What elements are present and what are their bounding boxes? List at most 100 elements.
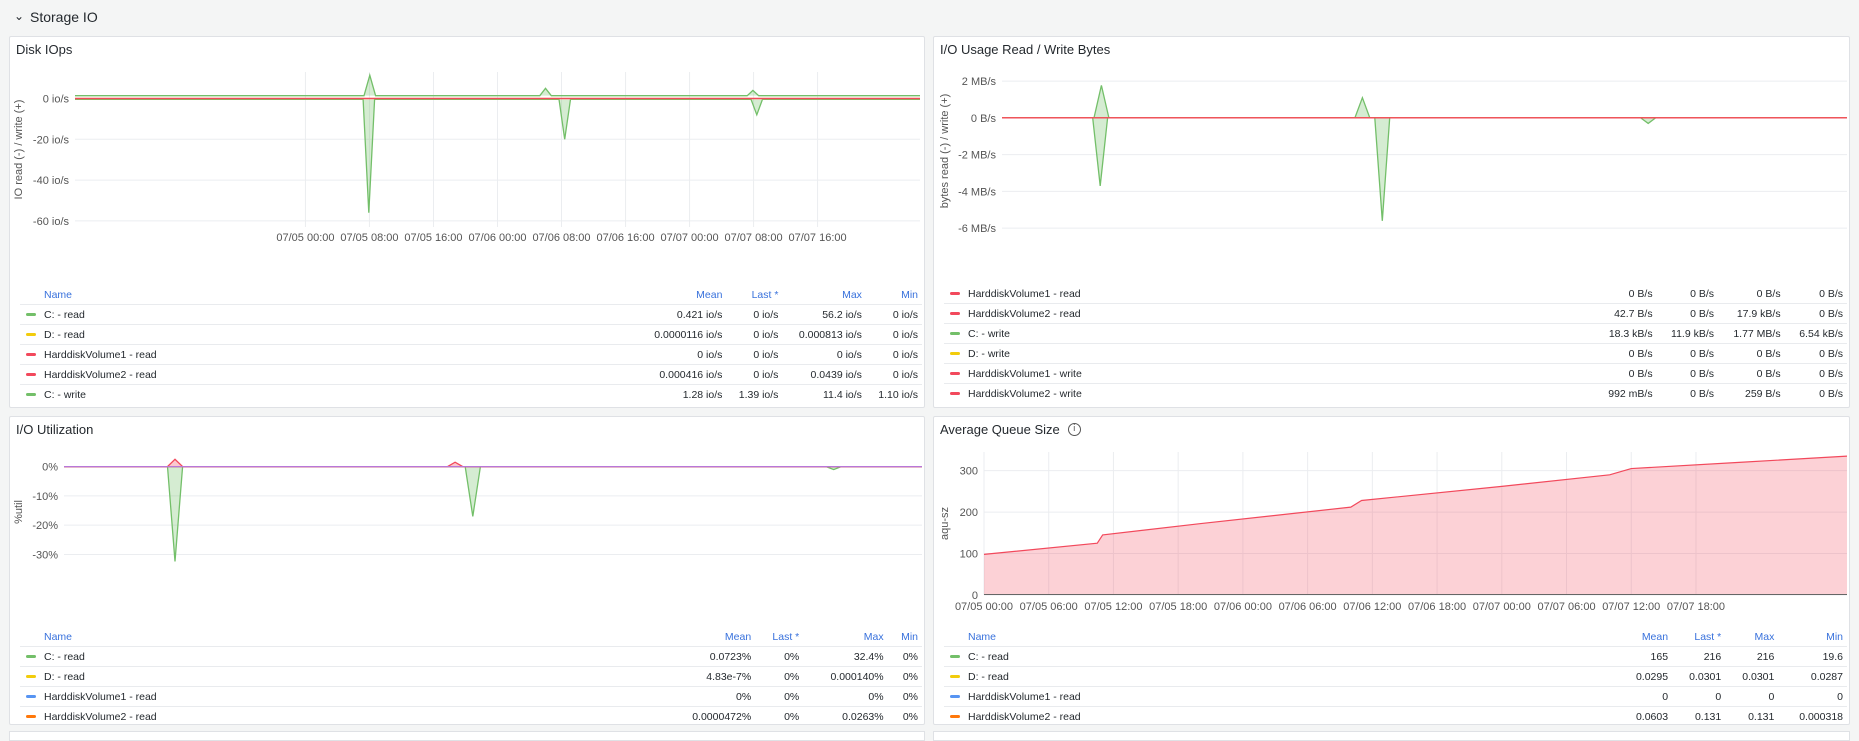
legend-row[interactable]: HarddiskVolume1 - read 0 B/s 0 B/s 0 B/s 0 B… — [944, 284, 1847, 304]
legend-value: 0.0000116 io/s — [185, 324, 727, 345]
legend-row[interactable]: D: - write 0 B/s 0 B/s 0 B/s 0 B/s — [944, 343, 1847, 364]
legend-row[interactable]: C: - read 0.0723% 0% 32.4% 0% — [20, 646, 922, 667]
legend-header-min[interactable]: Min — [901, 631, 918, 643]
legend-header-max[interactable]: Max — [863, 631, 884, 643]
legend-value: 0% — [755, 666, 804, 687]
legend-row[interactable]: HarddiskVolume2 - read 0.0000472% 0% 0.0263… — [20, 706, 922, 724]
legend-row[interactable]: C: - read 0.421 io/s 0 io/s 56.2 io/s 0 io/s — [20, 304, 922, 325]
series-name: D: - read — [968, 670, 1009, 683]
legend-header-min[interactable]: Min — [1826, 631, 1843, 643]
series-name: C: - write — [968, 327, 1010, 340]
x-tick-label: 07/05 12:00 — [1084, 601, 1142, 613]
legend-value: 992 mB/s — [1114, 383, 1657, 403]
legend-row[interactable]: HarddiskVolume2 - read 0.0603 0.131 0.131 0.… — [944, 706, 1847, 724]
legend-value: 216 — [1672, 646, 1726, 667]
spike-fill — [1374, 117, 1390, 221]
legend-row[interactable]: HarddiskVolume2 - read 0.000416 io/s 0 io/… — [20, 364, 922, 385]
legend-header-last[interactable]: Last * — [1694, 631, 1722, 643]
legend-value: 0 — [1672, 686, 1726, 707]
legend-row[interactable]: HarddiskVolume2 - read 42.7 B/s 0 B/s 17.9 … — [944, 303, 1847, 324]
legend-row[interactable]: C: - write 1.28 io/s 1.39 io/s 11.4 io/s 1.1… — [20, 384, 922, 404]
legend-value: 0 B/s — [1656, 343, 1719, 364]
x-tick-label: 07/05 00:00 — [276, 232, 334, 244]
panel-average-queue-size[interactable]: Average Queue Size i 0 100 200 300 07/05 00:0… — [933, 416, 1850, 725]
info-icon[interactable]: i — [1067, 423, 1081, 436]
row-title: Storage IO — [30, 9, 98, 25]
legend-row[interactable]: C: - read 165 216 216 19.6 — [944, 646, 1847, 667]
legend-header-mean[interactable]: Mean — [696, 289, 723, 301]
series-name: D: - read — [44, 670, 85, 683]
series-color-swatch — [26, 313, 36, 317]
y-tick-label: 0 B/s — [971, 113, 997, 125]
legend-value: 1.10 io/s — [865, 384, 922, 404]
spike-fill — [447, 462, 463, 467]
legend-value: 0 B/s — [1656, 363, 1719, 384]
legend-value: 0.000140% — [803, 666, 888, 687]
legend-header-last[interactable]: Last * — [751, 289, 779, 301]
panel-disk-iops[interactable]: Disk IOps 0 io/s -20 io/s -40 io/s -60 io/s… — [9, 36, 925, 408]
series-color-swatch — [950, 675, 960, 679]
chevron-down-icon: ⌄ — [14, 9, 25, 23]
legend-value: 0.000813 io/s — [782, 324, 866, 345]
legend-header-name[interactable]: Name — [44, 631, 73, 643]
legend-value: 0% — [887, 706, 922, 724]
legend-value: 1.77 MB/s — [1718, 323, 1785, 344]
series-color-swatch — [26, 715, 36, 719]
legend-value: 0 B/s — [1656, 303, 1719, 324]
legend-value: 0% — [755, 646, 804, 667]
chart-io-usage-bytes: 2 MB/s 0 B/s -2 MB/s -4 MB/s -6 MB/s bytes re… — [939, 76, 1847, 235]
legend-value: 17.9 kB/s — [1718, 303, 1785, 324]
legend-header-max[interactable]: Max — [842, 289, 862, 301]
legend-value: 0% — [887, 686, 922, 707]
legend-header-min[interactable]: Min — [901, 289, 918, 301]
legend-value: 0 io/s — [726, 344, 783, 365]
legend-row[interactable]: HarddiskVolume2 - write 992 mB/s 0 B/s 259 … — [944, 383, 1847, 403]
legend-table: Name Mean Last * Max Min C: - read 0.0723% 0% 32… — [20, 628, 922, 724]
legend: Name Mean Last * Max Min C: - read 0.0723% 0% 32… — [20, 628, 922, 724]
x-tick-label: 07/06 16:00 — [596, 232, 654, 244]
row-header-storage-io[interactable]: ⌄ Storage IO — [14, 6, 98, 28]
legend-row[interactable]: HarddiskVolume1 - read 0% 0% 0% 0% — [20, 686, 922, 707]
legend-row[interactable]: D: - read 0.0295 0.0301 0.0301 0.0287 — [944, 666, 1847, 687]
legend-value: 0% — [803, 686, 888, 707]
legend-value: 0.0295 — [1130, 666, 1673, 687]
legend-row[interactable]: D: - read 4.83e-7% 0% 0.000140% 0% — [20, 666, 922, 687]
series-color-swatch — [26, 393, 36, 397]
x-tick-label: 07/07 00:00 — [1473, 601, 1531, 613]
legend-row[interactable]: HarddiskVolume1 - read 0 0 0 0 — [944, 686, 1847, 707]
legend-table: HarddiskVolume1 - read 0 B/s 0 B/s 0 B/s 0 B… — [944, 284, 1847, 403]
series-color-swatch — [950, 292, 960, 296]
panel-io-utilization[interactable]: I/O Utilization 0% -10% -20% -30% %util Name… — [9, 416, 925, 725]
series-line — [1002, 85, 1847, 221]
x-tick-label: 07/06 00:00 — [1214, 601, 1272, 613]
panel-io-usage-bytes[interactable]: I/O Usage Read / Write Bytes 2 MB/s 0 B/s… — [933, 36, 1850, 408]
legend-value: 0 B/s — [1784, 303, 1847, 324]
legend-header-mean[interactable]: Mean — [1641, 631, 1669, 643]
legend-row[interactable]: HarddiskVolume1 - write 0 B/s 0 B/s 0 B/s 0 … — [944, 363, 1847, 384]
legend-row[interactable]: HarddiskVolume1 - read 0 io/s 0 io/s 0 io/s… — [20, 344, 922, 365]
y-tick-label: -20 io/s — [33, 134, 70, 146]
series-color-swatch — [26, 695, 36, 699]
legend-header-last[interactable]: Last * — [772, 631, 800, 643]
series-line — [64, 465, 922, 562]
y-tick-label: -30% — [32, 549, 58, 561]
legend-value: 19.6 — [1778, 646, 1847, 667]
series-color-swatch — [26, 333, 36, 337]
legend-row[interactable]: D: - read 0.0000116 io/s 0 io/s 0.000813 io… — [20, 324, 922, 345]
legend-value: 0 B/s — [1656, 383, 1719, 403]
legend-value: 11.4 io/s — [782, 384, 866, 404]
legend-header-name[interactable]: Name — [44, 289, 73, 301]
series-name: D: - read — [44, 328, 85, 341]
spike-fill — [539, 88, 552, 96]
legend-row[interactable]: C: - write 18.3 kB/s 11.9 kB/s 1.77 MB/s 6.5… — [944, 323, 1847, 344]
series-name: HarddiskVolume2 - read — [968, 307, 1081, 320]
series-line — [75, 98, 920, 213]
legend-value: 0.131 — [1672, 706, 1726, 724]
legend-value: 0 io/s — [726, 364, 783, 385]
series-color-swatch — [26, 353, 36, 357]
series-name: C: - read — [968, 650, 1009, 663]
legend-header-max[interactable]: Max — [1754, 631, 1775, 643]
legend-header-name[interactable]: Name — [968, 631, 997, 643]
legend-header-mean[interactable]: Mean — [724, 631, 752, 643]
legend-value: 0 io/s — [865, 364, 922, 385]
